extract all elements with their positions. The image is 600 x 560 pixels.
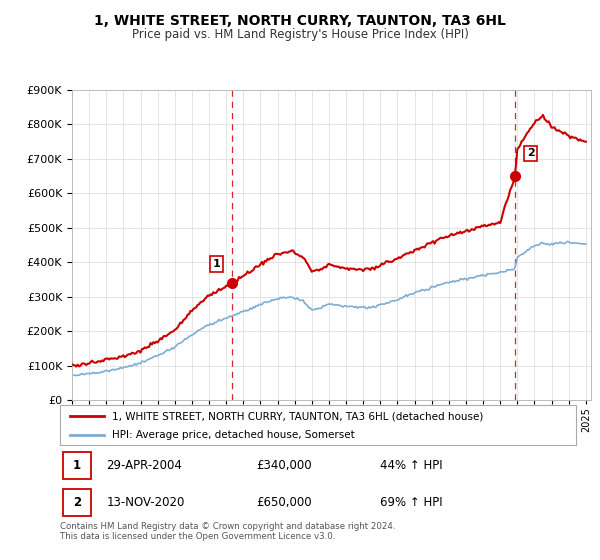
Text: 1: 1 — [73, 459, 81, 472]
Text: 1, WHITE STREET, NORTH CURRY, TAUNTON, TA3 6HL (detached house): 1, WHITE STREET, NORTH CURRY, TAUNTON, T… — [112, 411, 483, 421]
Text: 44% ↑ HPI: 44% ↑ HPI — [380, 459, 443, 472]
Text: 69% ↑ HPI: 69% ↑ HPI — [380, 496, 443, 509]
Text: Price paid vs. HM Land Registry's House Price Index (HPI): Price paid vs. HM Land Registry's House … — [131, 28, 469, 41]
Text: 29-APR-2004: 29-APR-2004 — [106, 459, 182, 472]
Text: £650,000: £650,000 — [256, 496, 312, 509]
Bar — [62, 452, 91, 479]
Text: 2: 2 — [527, 148, 535, 158]
Text: Contains HM Land Registry data © Crown copyright and database right 2024.
This d: Contains HM Land Registry data © Crown c… — [60, 522, 395, 542]
Text: 1: 1 — [212, 259, 220, 269]
Text: 13-NOV-2020: 13-NOV-2020 — [106, 496, 185, 509]
Text: 2: 2 — [73, 496, 81, 509]
Text: HPI: Average price, detached house, Somerset: HPI: Average price, detached house, Some… — [112, 430, 355, 440]
Text: 1, WHITE STREET, NORTH CURRY, TAUNTON, TA3 6HL: 1, WHITE STREET, NORTH CURRY, TAUNTON, T… — [94, 14, 506, 28]
Text: £340,000: £340,000 — [256, 459, 312, 472]
Bar — [62, 489, 91, 516]
